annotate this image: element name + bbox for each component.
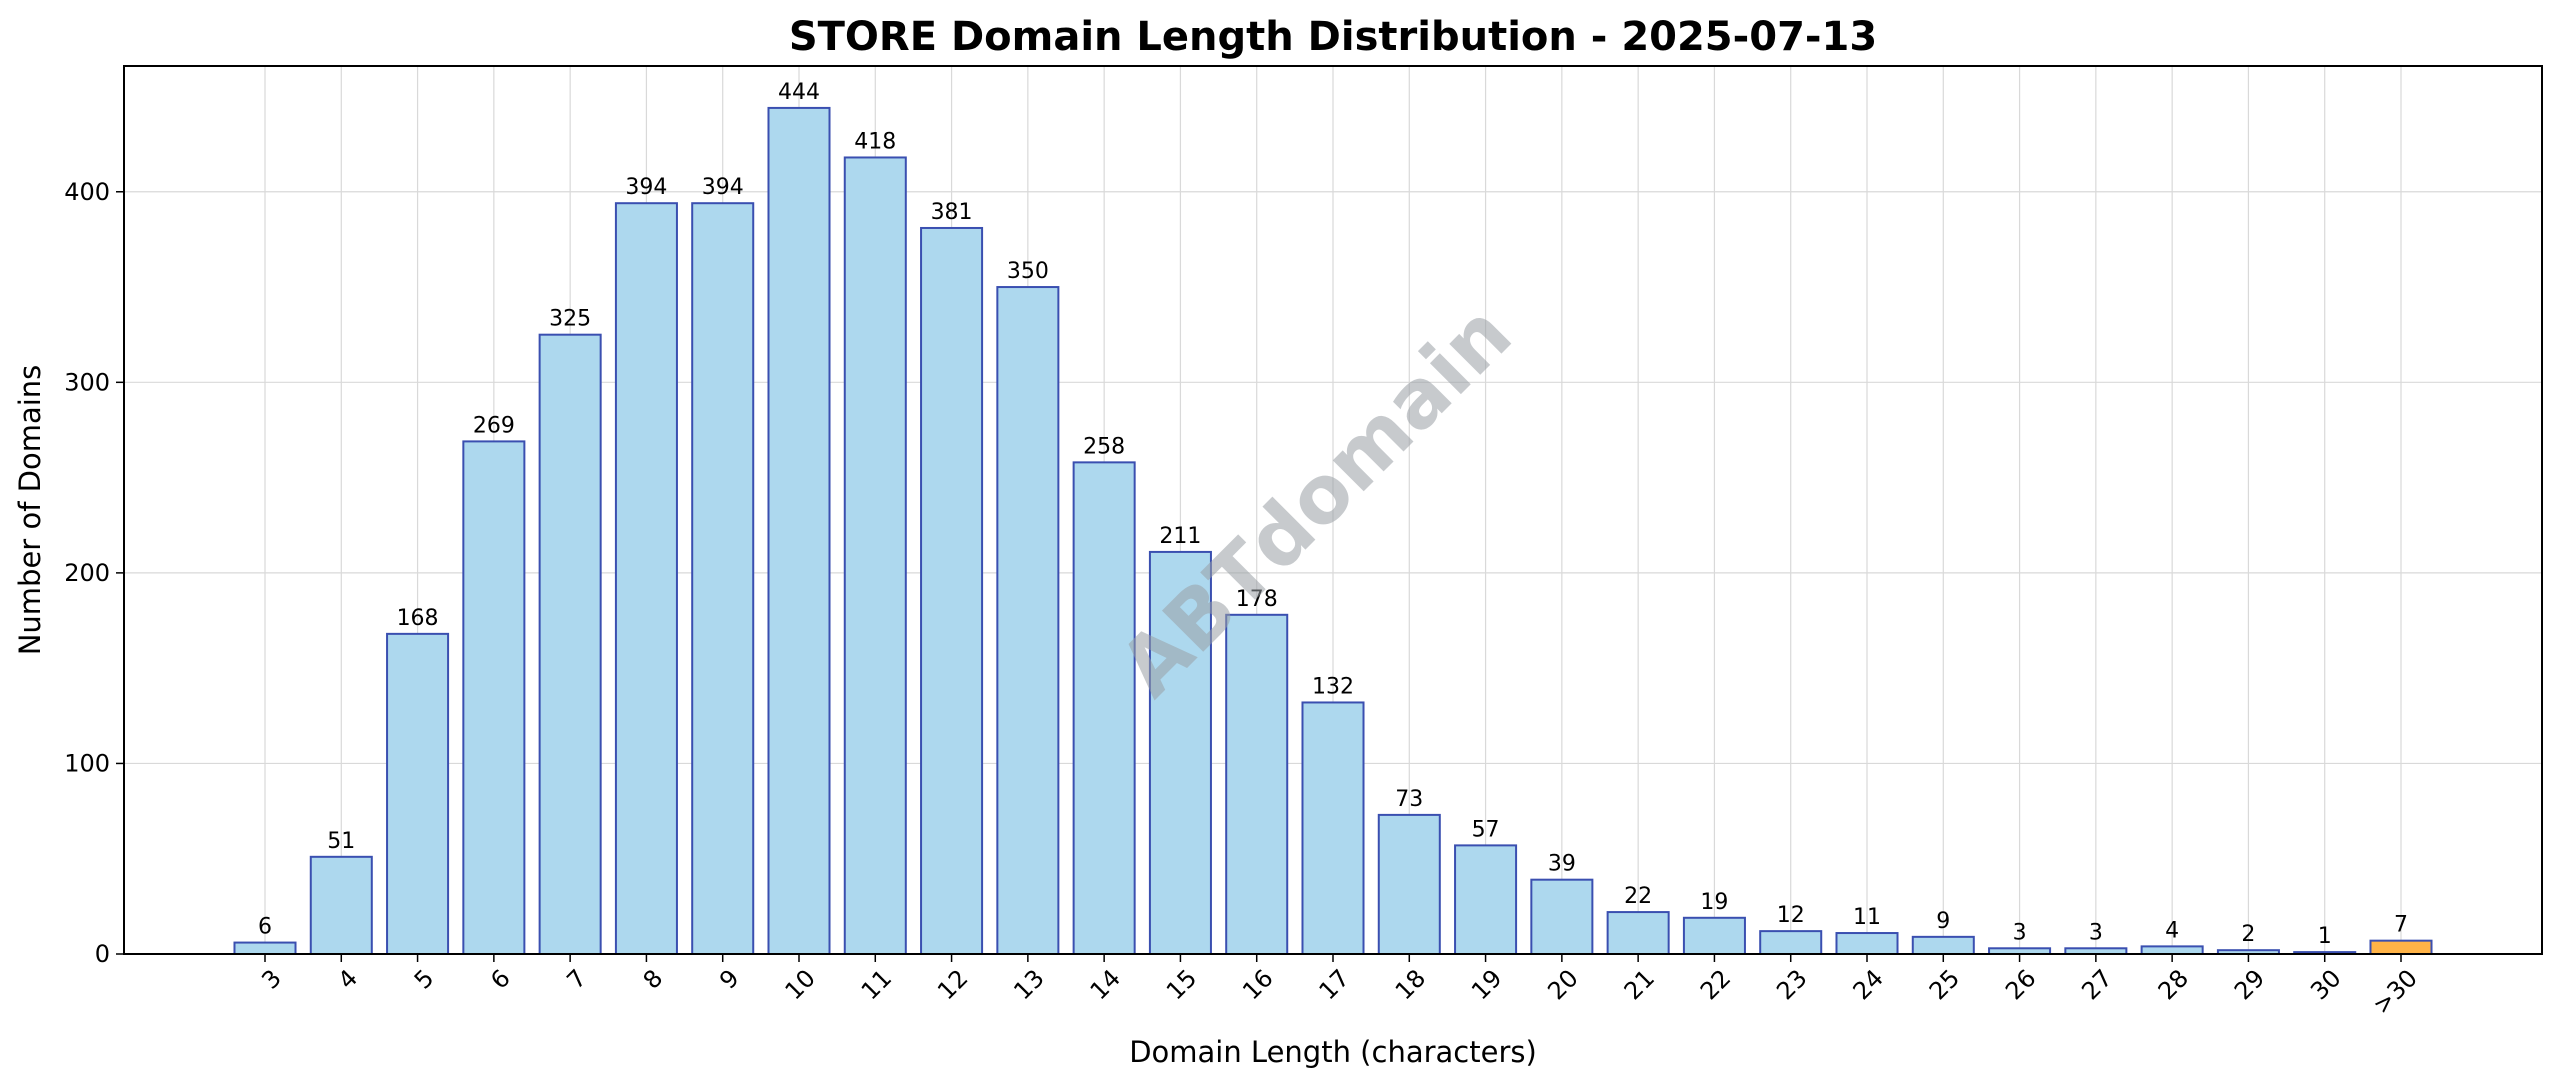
data-label-27: 3 bbox=[2089, 920, 2103, 945]
data-label-16: 178 bbox=[1236, 587, 1278, 612]
y-axis-label: Number of Domains bbox=[13, 365, 47, 656]
x-tick-label->30: >30 bbox=[2367, 964, 2423, 1020]
bar-3 bbox=[233, 941, 297, 956]
bar-22 bbox=[1682, 916, 1746, 956]
x-tick-label-21: 21 bbox=[1619, 964, 1660, 1005]
x-tick-label-4: 4 bbox=[333, 964, 364, 995]
bar-8 bbox=[614, 202, 678, 955]
x-axis-label: Domain Length (characters) bbox=[1129, 1035, 1537, 1069]
x-tick-label-27: 27 bbox=[2076, 964, 2117, 1005]
bar-20 bbox=[1530, 878, 1594, 955]
bar-5 bbox=[386, 632, 450, 955]
x-tick-label-11: 11 bbox=[856, 964, 897, 1005]
x-tick-label-20: 20 bbox=[1542, 964, 1583, 1005]
data-label-21: 22 bbox=[1624, 884, 1652, 909]
data-label-26: 3 bbox=[2013, 920, 2027, 945]
bar-11 bbox=[843, 156, 907, 955]
x-tick-label-18: 18 bbox=[1390, 964, 1431, 1005]
x-tick-label-29: 29 bbox=[2229, 964, 2270, 1005]
y-tick-label-0: 0 bbox=[95, 940, 110, 968]
bar-19 bbox=[1454, 844, 1518, 955]
chart-title: STORE Domain Length Distribution - 2025-… bbox=[789, 14, 1877, 60]
bar-4 bbox=[309, 855, 373, 955]
y-tick-label-300: 300 bbox=[64, 368, 110, 396]
bar-13 bbox=[996, 286, 1060, 956]
bar-28 bbox=[2140, 945, 2204, 956]
data-label->30: 7 bbox=[2394, 913, 2408, 938]
data-label-3: 6 bbox=[258, 915, 272, 940]
data-label-28: 4 bbox=[2165, 918, 2179, 943]
bar-12 bbox=[920, 226, 984, 955]
data-label-6: 269 bbox=[473, 413, 515, 438]
x-tick-label-19: 19 bbox=[1466, 964, 1507, 1005]
data-label-4: 51 bbox=[327, 829, 355, 854]
data-label-10: 444 bbox=[778, 80, 820, 105]
data-label-12: 381 bbox=[931, 200, 973, 225]
x-tick-label-5: 5 bbox=[409, 964, 440, 995]
bar-9 bbox=[691, 202, 755, 955]
x-tick-label-8: 8 bbox=[638, 964, 669, 995]
data-label-22: 19 bbox=[1700, 890, 1728, 915]
x-tick-label-14: 14 bbox=[1085, 964, 1126, 1005]
data-label-15: 211 bbox=[1159, 524, 1201, 549]
bar-7 bbox=[538, 333, 602, 955]
data-label-25: 9 bbox=[1936, 909, 1950, 934]
watermark: ABTdomain bbox=[1102, 287, 1529, 714]
data-label-13: 350 bbox=[1007, 259, 1049, 284]
x-tick-label-28: 28 bbox=[2153, 964, 2194, 1005]
bars bbox=[233, 106, 2433, 956]
x-tick-label-10: 10 bbox=[780, 964, 821, 1005]
bar-24 bbox=[1835, 932, 1899, 956]
data-label-17: 132 bbox=[1312, 674, 1354, 699]
data-label-23: 12 bbox=[1777, 903, 1805, 928]
data-label-8: 394 bbox=[625, 175, 667, 200]
x-tick-label-7: 7 bbox=[561, 964, 592, 995]
bar-14 bbox=[1072, 461, 1136, 955]
x-tick-label-3: 3 bbox=[256, 964, 287, 995]
data-label-19: 57 bbox=[1472, 817, 1500, 842]
bar->30 bbox=[2369, 939, 2433, 956]
bar-6 bbox=[462, 440, 526, 955]
y-tick-label-200: 200 bbox=[64, 559, 110, 587]
data-label-9: 394 bbox=[702, 175, 744, 200]
y-axis-ticks: 0 100 200 300 400 bbox=[64, 178, 124, 968]
x-tick-label-23: 23 bbox=[1771, 964, 1812, 1005]
x-tick-label-22: 22 bbox=[1695, 964, 1736, 1005]
x-tick-label-24: 24 bbox=[1848, 964, 1889, 1005]
x-tick-label-17: 17 bbox=[1314, 964, 1355, 1005]
x-tick-label-13: 13 bbox=[1008, 964, 1049, 1005]
bar-16 bbox=[1225, 613, 1289, 956]
data-label-11: 418 bbox=[854, 129, 896, 154]
data-label-24: 11 bbox=[1853, 905, 1881, 930]
x-tick-label-15: 15 bbox=[1161, 964, 1202, 1005]
data-label-30: 1 bbox=[2318, 924, 2332, 949]
bar-25 bbox=[1911, 935, 1975, 956]
x-axis-ticks: 3 4 5 6 7 8 9 10 11 12 13 14 15 16 17 18 19 20 21 22 23 24 25 2… bbox=[256, 954, 2423, 1020]
x-tick-label-30: 30 bbox=[2305, 964, 2346, 1005]
bar-17 bbox=[1301, 701, 1365, 955]
data-label-7: 325 bbox=[549, 307, 591, 332]
y-tick-label-100: 100 bbox=[64, 749, 110, 777]
x-tick-label-25: 25 bbox=[1924, 964, 1965, 1005]
data-label-20: 39 bbox=[1548, 852, 1576, 877]
data-label-29: 2 bbox=[2241, 922, 2255, 947]
bar-23 bbox=[1759, 930, 1823, 956]
bar-10 bbox=[767, 106, 831, 956]
x-tick-label-26: 26 bbox=[2000, 964, 2041, 1005]
bar-18 bbox=[1377, 813, 1441, 955]
y-tick-label-400: 400 bbox=[64, 178, 110, 206]
x-tick-label-9: 9 bbox=[714, 964, 745, 995]
x-tick-label-6: 6 bbox=[485, 964, 516, 995]
data-label-5: 168 bbox=[397, 606, 439, 631]
bar-21 bbox=[1606, 911, 1670, 956]
data-label-18: 73 bbox=[1395, 787, 1423, 812]
x-tick-label-12: 12 bbox=[932, 964, 973, 1005]
x-tick-label-16: 16 bbox=[1237, 964, 1278, 1005]
data-label-14: 258 bbox=[1083, 434, 1125, 459]
